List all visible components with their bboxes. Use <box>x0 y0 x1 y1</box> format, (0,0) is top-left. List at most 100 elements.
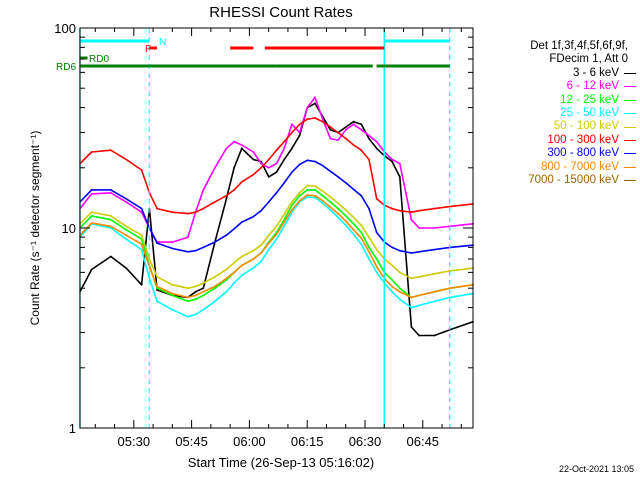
series-point-3-19 <box>283 225 286 228</box>
legend-entry-5: 100 - 300 keV <box>478 134 638 147</box>
series-point-0-2 <box>109 255 112 258</box>
series-point-0-28 <box>352 120 355 123</box>
series-point-3-6 <box>156 300 159 303</box>
series-point-7-25 <box>329 206 332 209</box>
series-point-3-27 <box>345 224 347 227</box>
series-point-0-37 <box>433 334 436 337</box>
series-point-0-27 <box>345 126 347 128</box>
series-point-6-18 <box>275 191 278 194</box>
series-point-3-17 <box>267 248 270 251</box>
series-point-0-1 <box>90 268 93 271</box>
series-point-0-6 <box>156 289 159 291</box>
series-point-1-3 <box>125 201 128 203</box>
status-label-rd0: RD0 <box>89 54 109 65</box>
series-point-1-20 <box>291 123 293 126</box>
series-point-3-14 <box>240 274 243 277</box>
series-point-1-24 <box>321 118 324 121</box>
series-point-4-16 <box>260 244 262 247</box>
series-point-0-35 <box>410 326 413 328</box>
series-point-7-37 <box>433 290 436 293</box>
series-point-7-2 <box>109 225 112 228</box>
series-point-4-26 <box>337 202 339 205</box>
series-point-2-27 <box>345 215 347 217</box>
legend-swatch <box>624 153 636 155</box>
status-label-f: F <box>145 44 151 55</box>
series-point-4-33 <box>391 264 393 267</box>
series-point-3-13 <box>233 282 236 284</box>
x-tick-label-0530: 05:30 <box>118 434 151 449</box>
series-point-0-33 <box>391 160 393 163</box>
series-point-5-24 <box>321 120 324 123</box>
series-point-4-24 <box>321 190 324 193</box>
series-point-3-2 <box>109 227 112 229</box>
series-point-1-37 <box>433 227 436 229</box>
series-point-1-30 <box>368 134 370 137</box>
series-point-0-21 <box>298 134 301 137</box>
series-point-1-8 <box>187 236 189 239</box>
series-line-6 <box>79 159 474 254</box>
series-point-5-13 <box>233 189 236 191</box>
status-label-n: N <box>159 37 166 48</box>
footer-timestamp: 22-Oct-2021 13:05 <box>558 464 634 474</box>
series-point-1-18 <box>275 162 278 165</box>
series-point-6-10 <box>202 246 205 249</box>
series-point-4-27 <box>345 209 347 211</box>
series-point-4-13 <box>233 261 236 264</box>
legend-entry-1: 6 - 12 keV <box>478 80 638 93</box>
series-point-3-38 <box>449 296 451 299</box>
series-point-3-9 <box>194 313 197 316</box>
series-point-0-34 <box>398 176 401 178</box>
series-point-0-12 <box>225 197 228 200</box>
axes-frame: 1 10 100 05:30 05:45 06:00 06:15 06:30 06:45 <box>54 21 474 449</box>
legend-swatch <box>624 73 636 75</box>
legend-swatch <box>624 86 636 88</box>
series-point-5-18 <box>275 149 278 152</box>
series-point-6-34 <box>398 249 401 252</box>
series-point-2-3 <box>125 228 128 231</box>
series-line-7 <box>79 194 474 299</box>
series-point-3-15 <box>252 267 255 269</box>
legend-entry-4: 50 - 100 keV <box>478 120 638 133</box>
series-point-5-16 <box>260 166 262 169</box>
series-point-7-12 <box>225 277 228 280</box>
series-point-3-16 <box>260 260 262 263</box>
series-point-5-12 <box>225 194 228 197</box>
x-tick-label-0645: 06:45 <box>407 434 440 449</box>
series-point-1-13 <box>233 140 236 143</box>
series-point-5-7 <box>171 211 174 214</box>
series-point-4-9 <box>194 285 197 288</box>
y-tick-label-100: 100 <box>54 21 76 36</box>
series-point-2-1 <box>90 215 93 217</box>
series-point-0-20 <box>291 147 293 150</box>
series-point-6-24 <box>321 164 324 167</box>
series-point-5-35 <box>410 211 413 214</box>
series-point-4-8 <box>187 287 189 290</box>
series-point-4-28 <box>352 216 355 219</box>
series-point-7-28 <box>352 228 355 231</box>
series-point-4-14 <box>240 255 243 258</box>
series-point-6-30 <box>368 207 370 210</box>
series-point-1-21 <box>298 131 301 134</box>
series-point-6-16 <box>260 209 262 212</box>
series-point-6-19 <box>283 182 286 184</box>
series-point-3-25 <box>329 209 332 211</box>
series-point-4-6 <box>156 275 159 278</box>
series-point-2-30 <box>368 246 370 249</box>
series-point-4-29 <box>360 224 363 227</box>
series-point-4-37 <box>433 272 436 275</box>
series-point-3-30 <box>368 258 370 260</box>
series-point-6-22 <box>306 159 309 162</box>
series-point-0-14 <box>240 147 243 150</box>
series-point-5-31 <box>375 197 378 200</box>
series-point-5-25 <box>329 126 332 128</box>
series-point-3-11 <box>214 300 216 303</box>
series-point-1-31 <box>375 140 378 143</box>
legend-label: 300 - 800 keV <box>547 147 619 160</box>
series-point-3-23 <box>314 196 316 199</box>
legend-swatch <box>624 166 636 168</box>
series-line-2 <box>79 189 474 303</box>
series-point-7-7 <box>171 292 174 295</box>
series-point-7-10 <box>202 290 205 293</box>
series-point-4-21 <box>298 191 301 194</box>
series-point-0-30 <box>368 137 370 140</box>
